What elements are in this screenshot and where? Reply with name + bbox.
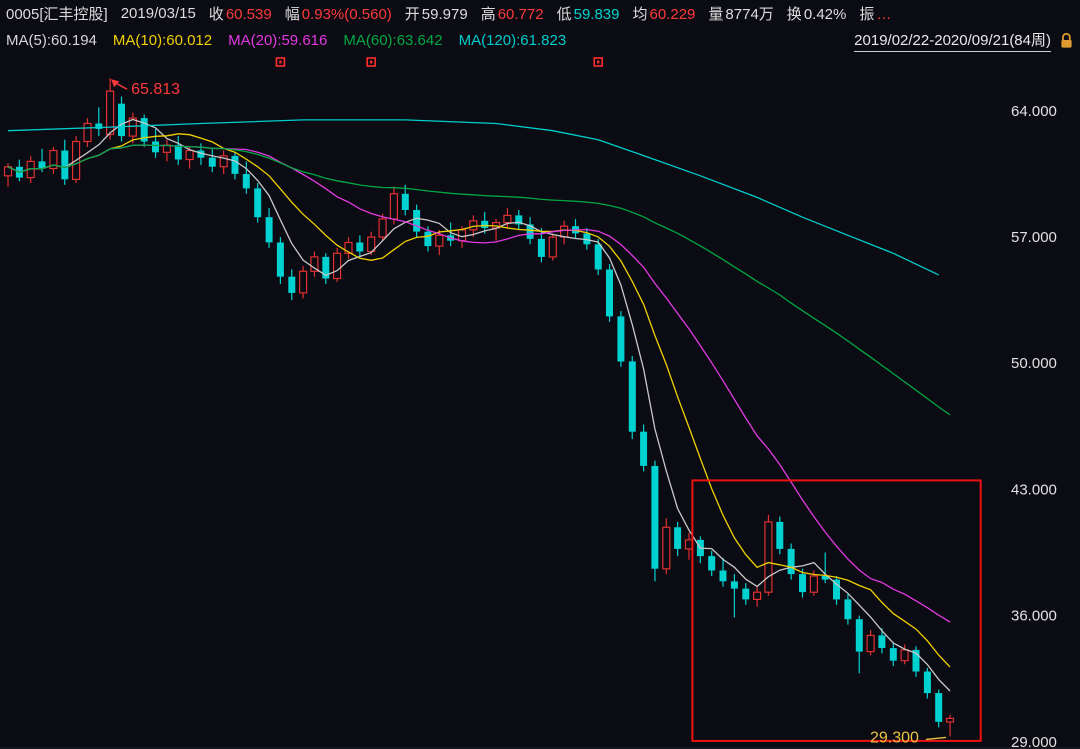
ma-legend-item: MA(120):61.823 <box>458 32 567 49</box>
quote-field: 均 60.229 <box>632 5 696 23</box>
svg-text:50.000: 50.000 <box>1011 355 1057 372</box>
annotation-low: 29.300 <box>870 729 947 746</box>
svg-text:65.813: 65.813 <box>131 81 180 98</box>
ma-line-MA60 <box>7 144 951 416</box>
event-marker-icon <box>275 57 286 67</box>
event-markers[interactable] <box>275 57 604 67</box>
svg-text:57.000: 57.000 <box>1011 229 1057 246</box>
ma-legend-item: MA(60):63.642 <box>343 32 443 49</box>
ma-labels: MA(5):60.194 MA(10):60.012 MA(20):59.616 MA… <box>6 32 566 49</box>
event-marker-icon <box>593 57 604 67</box>
quote-field: 换 0.42% <box>786 5 847 23</box>
ma-lines-layer <box>7 118 951 692</box>
stock-symbol: 0005[汇丰控股] <box>6 5 108 23</box>
lock-icon[interactable] <box>1059 32 1074 49</box>
svg-text:64.000: 64.000 <box>1011 103 1057 120</box>
lock-icon-glyph <box>1061 32 1072 48</box>
quote-field: 开 59.979 <box>404 5 468 23</box>
candles-layer <box>3 78 955 737</box>
ma-legend-item: MA(10):60.012 <box>112 32 213 49</box>
ma-legend-item: MA(5):60.194 <box>6 32 97 49</box>
quote-field: 幅 0.93%(0.560) <box>284 5 392 23</box>
highlight-box <box>691 479 982 742</box>
ma-bar-right: 2019/02/22-2020/09/21(84周) <box>854 29 1074 52</box>
quote-field: 振… <box>859 5 892 23</box>
svg-text:29.300: 29.300 <box>870 729 919 746</box>
ma-legend-item: MA(20):59.616 <box>228 32 328 49</box>
event-marker-icon <box>366 57 377 67</box>
y-axis-labels: 64.000 57.000 50.000 43.000 36.000 29.000 <box>1011 103 1057 749</box>
svg-text:29.000: 29.000 <box>1011 734 1057 749</box>
quote-field: 高 60.772 <box>480 5 544 23</box>
ma-bar: MA(5):60.194 MA(10):60.012 MA(20):59.616 MA… <box>0 26 1080 55</box>
quote-field: 量 8774万 <box>708 5 774 23</box>
chart-canvas[interactable]: 64.000 57.000 50.000 43.000 36.000 29.000 65.8… <box>0 55 1080 749</box>
ma-line-MA120 <box>7 119 939 276</box>
svg-text:43.000: 43.000 <box>1011 481 1057 498</box>
ma-line-MA20 <box>7 144 951 623</box>
date-range-label[interactable]: 2019/02/22-2020/09/21(84周) <box>854 29 1051 52</box>
ma-line-MA5 <box>7 118 951 692</box>
svg-text:36.000: 36.000 <box>1011 608 1057 625</box>
candlestick-chart[interactable]: 64.000 57.000 50.000 43.000 36.000 29.000 65.8… <box>0 55 1080 749</box>
ma-line-MA10 <box>7 133 951 668</box>
quote-date: 2019/03/15 <box>120 4 196 22</box>
quote-field: 收 60.539 <box>208 5 272 23</box>
quote-bar: 0005[汇丰控股] 2019/03/15 收 60.539 幅 0.93%(0.56… <box>0 0 1080 26</box>
annotation-high: 65.813 <box>111 79 180 98</box>
quote-field: 低 59.839 <box>556 5 620 23</box>
quote-fields: 收 60.539 幅 0.93%(0.560) 开 59.979 高 60.772 低 59.83… <box>209 3 892 24</box>
